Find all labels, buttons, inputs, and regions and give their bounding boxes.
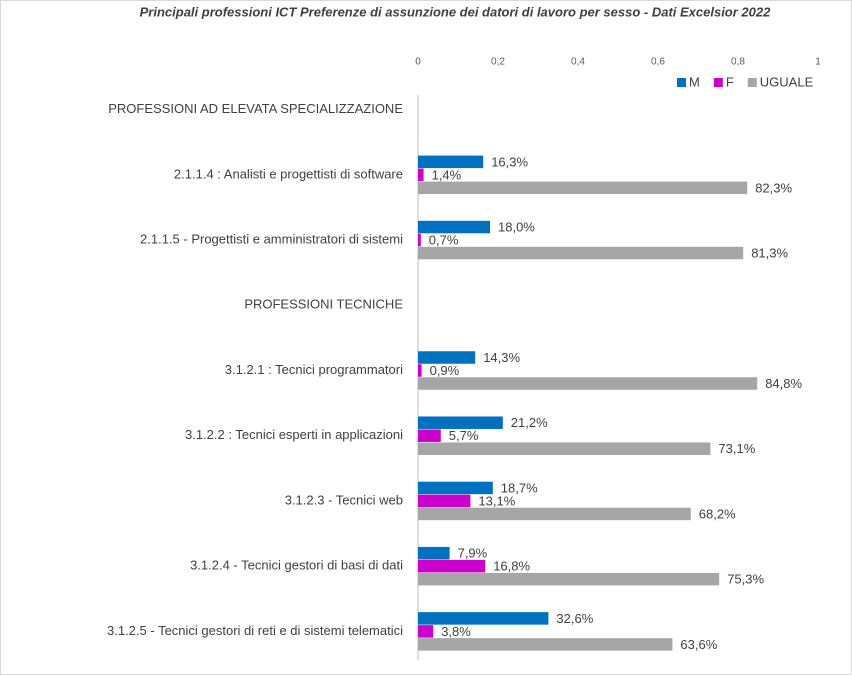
data-label: 7,9% <box>458 546 488 561</box>
bar <box>418 625 434 638</box>
data-label: 81,3% <box>751 245 788 260</box>
bar <box>418 572 720 586</box>
category-label: 3.1.2.4 - Tecnici gestori di basi di dat… <box>190 558 403 573</box>
x-tick-label: 0 <box>415 57 421 68</box>
bar <box>418 416 503 429</box>
x-tick-label: 0,6 <box>651 57 665 68</box>
data-label: 73,1% <box>718 441 755 456</box>
bar <box>418 220 490 234</box>
data-label: 0,7% <box>429 232 459 247</box>
x-tick-label: 0,2 <box>491 57 505 68</box>
data-label: 16,8% <box>493 559 530 574</box>
x-tick-label: 1 <box>815 57 821 68</box>
bar <box>418 155 484 169</box>
data-label: 18,0% <box>498 219 535 234</box>
legend-swatch <box>713 78 723 87</box>
bar <box>418 377 758 390</box>
data-label: 82,3% <box>755 180 792 195</box>
legend-label: M <box>689 74 700 89</box>
data-label: 14,3% <box>483 350 520 365</box>
data-label: 32,6% <box>556 611 593 626</box>
data-label: 68,2% <box>699 506 736 521</box>
category-label: 2.1.1.4 : Analisti e progettisti di soft… <box>174 166 403 181</box>
data-label: 13,1% <box>478 493 515 508</box>
bar <box>418 442 711 455</box>
data-label: 0,9% <box>430 363 460 378</box>
bar <box>418 364 422 377</box>
bar <box>418 559 486 573</box>
x-tick-label: 0,8 <box>731 57 745 68</box>
category-label: PROFESSIONI TECNICHE <box>244 297 403 312</box>
category-label: 3.1.2.2 : Tecnici esperti in applicazion… <box>185 427 403 442</box>
category-label: PROFESSIONI AD ELEVATA SPECIALIZZAZIONE <box>108 101 403 116</box>
bar <box>418 507 691 521</box>
legend-swatch <box>677 78 686 87</box>
bar <box>418 481 493 495</box>
data-label: 5,7% <box>449 428 479 443</box>
data-label: 18,7% <box>501 480 538 495</box>
data-label: 3,8% <box>441 624 471 639</box>
legend-swatch <box>747 78 757 87</box>
bar <box>418 351 476 364</box>
category-label: 3.1.2.1 : Tecnici programmatori <box>225 362 403 377</box>
category-label: 2.1.1.5 - Progettisti e amministratori d… <box>140 231 403 246</box>
data-label: 75,3% <box>727 572 764 587</box>
bar <box>418 612 549 625</box>
bar <box>418 168 424 182</box>
data-label: 21,2% <box>511 415 548 430</box>
data-label: 63,6% <box>680 637 717 652</box>
legend-label: UGUALE <box>760 74 814 89</box>
data-label: 84,8% <box>765 376 802 391</box>
bar <box>418 233 421 247</box>
bar <box>418 429 441 442</box>
bar <box>418 494 471 508</box>
legend-label: F <box>726 74 734 89</box>
category-label: 3.1.2.3 - Tecnici web <box>285 492 403 507</box>
category-label: 3.1.2.5 - Tecnici gestori di reti e di s… <box>107 623 403 638</box>
data-label: 16,3% <box>491 154 528 169</box>
bar <box>418 546 450 560</box>
chart-title: Principali professioni ICT Preferenze di… <box>140 4 771 19</box>
bar <box>418 246 744 260</box>
bar <box>418 638 673 651</box>
x-tick-label: 0,4 <box>571 57 585 68</box>
bar <box>418 181 748 195</box>
data-label: 1,4% <box>432 167 462 182</box>
